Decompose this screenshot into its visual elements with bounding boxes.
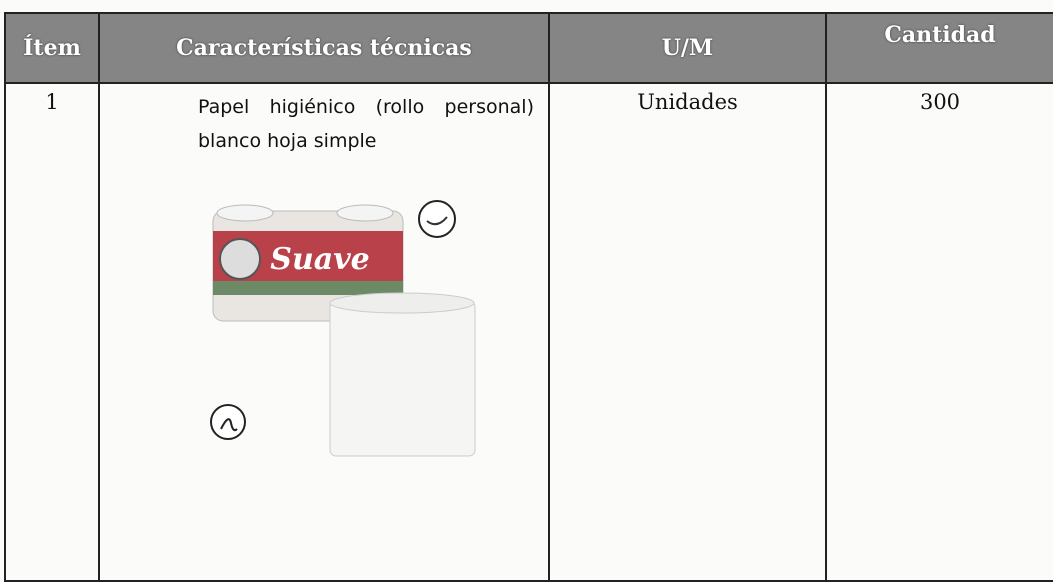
item-number: 1 xyxy=(45,90,59,114)
header-text: U/M xyxy=(661,35,714,61)
description: Papel higiénico (rollo personal) blanco … xyxy=(198,96,534,152)
header-text: Características técnicas xyxy=(176,35,472,61)
product-image: Suave xyxy=(210,200,476,457)
header-cell: Ítem xyxy=(4,12,100,84)
header-text: Cantidad xyxy=(884,22,996,48)
quantity: 300 xyxy=(919,90,961,114)
body-cell: Unidades xyxy=(548,82,827,582)
brand-text: Suave xyxy=(270,242,369,277)
body-cell: Papel higiénico (rollo personal) blanco … xyxy=(98,82,550,582)
header-cell: Características técnicas xyxy=(98,12,550,84)
body-cell: 300 xyxy=(825,82,1053,582)
unit: Unidades xyxy=(637,90,738,114)
header-cell: U/M xyxy=(548,12,827,84)
body-cell: 1 xyxy=(4,82,100,582)
header-text: Ítem xyxy=(23,35,81,61)
header-cell: Cantidad xyxy=(825,12,1053,84)
